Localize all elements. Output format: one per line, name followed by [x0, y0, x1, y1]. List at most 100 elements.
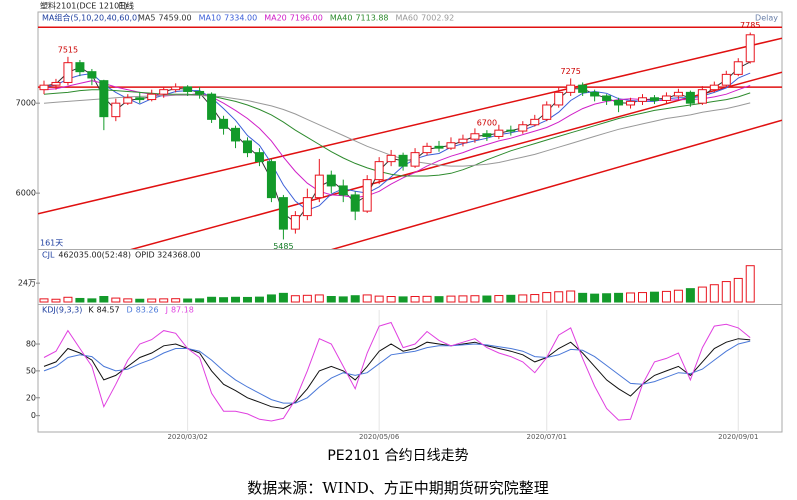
- candle-body: [649, 97, 659, 101]
- volume-title: CJL: [42, 251, 55, 260]
- volume-bar: [638, 292, 647, 303]
- source: 数据来源：WIND、方正中期期货研究院整理: [247, 479, 549, 497]
- ma-line: [43, 89, 751, 177]
- legend-name: MA60: [396, 14, 419, 23]
- ma-title: MA组合(5,10,20,40,60,0): [42, 13, 140, 23]
- candle-body: [470, 133, 480, 140]
- volume-bar: [673, 289, 683, 303]
- legend-name: MA20: [264, 14, 287, 23]
- volume-bar: [434, 296, 444, 303]
- price-label: 6700: [477, 119, 497, 128]
- price-label: 7275: [561, 67, 581, 76]
- volume-bar: [99, 296, 109, 303]
- volume-bar: [482, 295, 492, 303]
- x-tick-label: 2020/05/06: [359, 433, 400, 441]
- legend-name: MA5: [138, 14, 155, 23]
- volume-bar: [602, 293, 612, 303]
- candle-body: [697, 89, 707, 104]
- volume-bar: [135, 298, 145, 303]
- volume-bar: [745, 265, 755, 303]
- volume-bar: [75, 297, 85, 303]
- volume-bar: [721, 281, 731, 303]
- volume-bar: [446, 295, 456, 303]
- volume-bar: [87, 298, 97, 303]
- x-tick-label: 2020/09/01: [718, 433, 758, 441]
- ma-line: [43, 61, 751, 224]
- y-tick-label: 50: [26, 366, 36, 375]
- y-tick-label: 7000: [16, 99, 36, 108]
- volume-bar: [458, 295, 468, 303]
- candle-body: [590, 91, 600, 97]
- candle-body: [75, 62, 85, 73]
- volume-bar: [709, 284, 719, 303]
- volume-bar: [661, 290, 671, 303]
- delay: Delay: [755, 14, 778, 23]
- ma-line: [43, 94, 751, 167]
- main-plot: [38, 26, 782, 249]
- volume-bar: [338, 296, 348, 303]
- volume-bar: [278, 292, 288, 303]
- kdj-title: KDJ(9,3,3): [42, 306, 82, 315]
- candle-body: [410, 152, 420, 167]
- x-tick-label: 2020/07/01: [527, 433, 567, 441]
- volume-bar: [590, 293, 600, 303]
- candle-body: [338, 185, 348, 196]
- volume-bar: [195, 298, 205, 303]
- candle-body: [195, 90, 205, 95]
- legend-value: 87.18: [171, 306, 194, 315]
- legend-value: 7113.88: [355, 14, 388, 23]
- volume-bar: [254, 296, 264, 303]
- volume-bar: [422, 295, 432, 303]
- kdj-line: [43, 321, 751, 422]
- days-label: 161天: [40, 239, 63, 248]
- volume-bar: [649, 291, 659, 303]
- candle-body: [709, 84, 719, 91]
- volume-bar: [362, 294, 372, 303]
- volume-bar: [302, 294, 312, 303]
- candle-body: [482, 133, 492, 137]
- candle-body: [314, 174, 324, 199]
- volume-bar: [374, 295, 384, 303]
- candle-body: [422, 145, 432, 154]
- candle-body: [39, 84, 49, 91]
- symbol: 塑料2101(DCE 12101): [40, 1, 127, 11]
- volume-bar: [39, 298, 49, 303]
- y-tick-label: 24万: [18, 279, 36, 288]
- volume-bar: [733, 277, 743, 303]
- price-label: 7515: [58, 45, 78, 54]
- candle-body: [207, 93, 217, 120]
- candle-body: [614, 99, 624, 106]
- candle-body: [302, 197, 312, 217]
- channel-line: [38, 37, 782, 215]
- legend-name: MA40: [330, 14, 353, 23]
- legend-value: 83.26: [136, 306, 159, 315]
- opid-value: OPID 324368.00: [135, 251, 200, 260]
- volume-bar: [314, 294, 324, 303]
- candle-body: [231, 127, 241, 142]
- volume-bar: [147, 298, 157, 303]
- volume-bar: [219, 297, 229, 303]
- legend-value: 84.57: [97, 306, 120, 315]
- candle-body: [506, 129, 516, 132]
- candle-body: [446, 142, 456, 149]
- candle-body: [159, 89, 169, 95]
- kdj-line: [43, 338, 751, 410]
- volume-bar: [578, 292, 588, 303]
- candle-body: [51, 81, 61, 86]
- volume-bar: [171, 298, 181, 303]
- legend-name: MA10: [199, 14, 222, 23]
- volume-bar: [183, 298, 193, 303]
- volume-bar: [697, 286, 707, 303]
- candle-body: [554, 91, 564, 106]
- candle-body: [398, 154, 408, 167]
- y-tick-label: 80: [26, 340, 36, 349]
- volume-value: 462035.00(52:48): [58, 251, 131, 260]
- candle-body: [494, 129, 504, 137]
- volume-bar: [123, 298, 133, 303]
- volume-bar: [326, 296, 336, 303]
- volume-bar: [410, 296, 420, 303]
- candle-body: [374, 161, 384, 181]
- candle-body: [99, 80, 109, 118]
- candle-body: [458, 138, 468, 144]
